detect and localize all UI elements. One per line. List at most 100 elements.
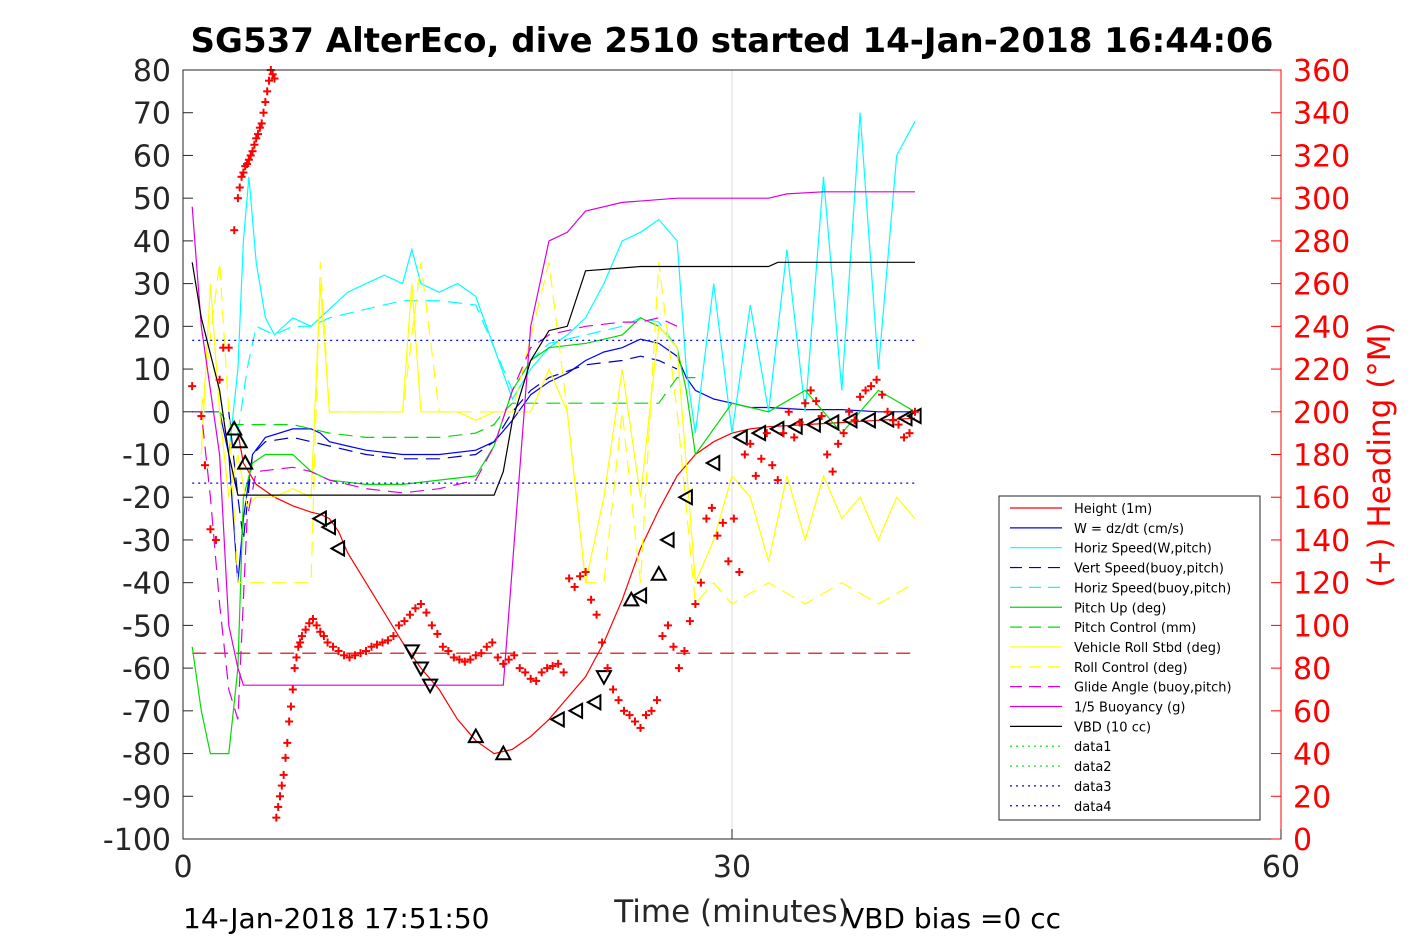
- heading-point: [641, 711, 650, 720]
- heading-point: [680, 647, 689, 656]
- marker-triangle-left: [567, 702, 584, 720]
- heading-point: [905, 429, 914, 438]
- marker-triangle-up: [231, 432, 249, 449]
- series-line-glide-angle-buoy-pitch: [192, 317, 678, 720]
- heading-point: [603, 664, 612, 673]
- heading-point: [250, 140, 259, 149]
- heading-point: [493, 653, 502, 662]
- heading-point: [411, 604, 420, 613]
- y-tick-label: -60: [122, 652, 171, 687]
- heading-point: [277, 781, 286, 790]
- marker-triangle-down: [412, 661, 430, 678]
- heading-point: [845, 407, 854, 416]
- heading-point: [669, 642, 678, 651]
- legend-label: Vehicle Roll Stbd (deg): [1074, 641, 1221, 656]
- y-tick-label: 40: [133, 225, 171, 260]
- heading-point: [455, 655, 464, 664]
- legend-label: 1/5 Buoyancy (g): [1074, 701, 1185, 716]
- right-tick-label: 0: [1293, 823, 1312, 858]
- heading-point: [400, 617, 409, 626]
- heading-point: [499, 659, 508, 668]
- heading-point: [795, 418, 804, 427]
- heading-point: [614, 696, 623, 705]
- heading-point: [340, 651, 349, 660]
- heading-point: [729, 514, 738, 523]
- x-axis-label: Time (minutes): [613, 894, 849, 930]
- heading-point: [244, 155, 253, 164]
- heading-point: [279, 770, 288, 779]
- heading-point: [724, 557, 733, 566]
- heading-point: [254, 130, 263, 139]
- heading-point: [239, 168, 248, 177]
- legend: Height (1m) W = dz/dt (cm/s) Horiz Speed(W…: [998, 495, 1261, 821]
- heading-point: [292, 653, 301, 662]
- y-tick-label: 80: [133, 54, 171, 89]
- right-tick-label: 180: [1293, 439, 1350, 474]
- heading-point: [433, 629, 442, 638]
- heading-point: [773, 476, 782, 485]
- heading-point: [272, 813, 281, 822]
- heading-point: [526, 674, 535, 683]
- right-tick-label: 260: [1293, 268, 1350, 303]
- heading-point: [751, 471, 760, 480]
- heading-point: [438, 642, 447, 651]
- legend-label: VBD (10 cc): [1074, 720, 1151, 735]
- y-tick-label: -40: [122, 567, 171, 602]
- heading-point: [740, 450, 749, 459]
- heading-point: [275, 792, 284, 801]
- marker-triangle-up: [467, 727, 485, 744]
- heading-point: [286, 702, 295, 711]
- heading-point: [696, 578, 705, 587]
- heading-point: [301, 625, 310, 634]
- right-tick-label: 200: [1293, 396, 1350, 431]
- heading-point: [735, 567, 744, 576]
- right-tick-label: 340: [1293, 97, 1350, 132]
- heading-point: [248, 147, 257, 156]
- heading-point: [215, 375, 224, 384]
- legend-label: W = dz/dt (cm/s): [1074, 522, 1184, 537]
- heading-point: [405, 610, 414, 619]
- x-tick-label: 60: [1262, 850, 1300, 885]
- y-tick-label: 50: [133, 182, 171, 217]
- heading-point: [587, 595, 596, 604]
- heading-point: [806, 386, 815, 395]
- heading-point: [685, 617, 694, 626]
- legend-label: Roll Control (deg): [1074, 661, 1188, 676]
- marker-triangle-down: [595, 670, 613, 686]
- heading-point: [883, 407, 892, 416]
- marker-triangle-up: [236, 453, 254, 470]
- heading-point: [850, 416, 859, 425]
- y-tick-label: -70: [122, 695, 171, 730]
- heading-point: [290, 664, 299, 673]
- heading-point: [235, 183, 244, 192]
- marker-triangle-left: [768, 420, 785, 438]
- right-tick-label: 240: [1293, 310, 1350, 345]
- heading-point: [543, 664, 552, 673]
- footer-vbd-bias: VBD bias =0 cc: [845, 902, 1061, 935]
- marker-triangle-up: [494, 744, 512, 761]
- heading-point: [356, 649, 365, 658]
- heading-point: [206, 525, 215, 534]
- y-tick-label: -80: [122, 738, 171, 773]
- heading-point: [285, 717, 294, 726]
- marker-triangle-left: [860, 411, 876, 429]
- heading-point: [625, 711, 634, 720]
- heading-point: [652, 696, 661, 705]
- right-tick-label: 220: [1293, 353, 1350, 388]
- heading-point: [261, 98, 270, 107]
- heading-point: [801, 399, 810, 408]
- heading-point: [482, 642, 491, 651]
- heading-point: [900, 433, 909, 442]
- heading-point: [817, 412, 826, 421]
- y-tick-label: 60: [133, 139, 171, 174]
- heading-point: [609, 685, 618, 694]
- series-line-roll-control-deg: [200, 262, 916, 606]
- heading-point: [270, 74, 279, 83]
- series-line-horiz-speed-w-pitch: [228, 112, 916, 455]
- right-tick-label: 100: [1293, 609, 1350, 644]
- heading-point: [252, 134, 261, 143]
- heading-point: [294, 642, 303, 651]
- heading-point: [263, 87, 272, 96]
- marker-triangle-left: [805, 415, 821, 434]
- heading-point: [259, 108, 268, 117]
